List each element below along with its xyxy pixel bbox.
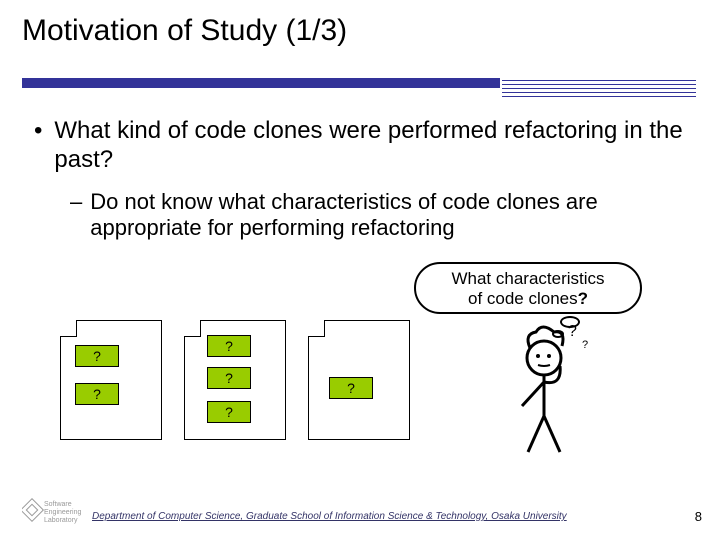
- bullet-level1: • What kind of code clones were performe…: [34, 116, 694, 175]
- title-rule-thin: [502, 92, 696, 93]
- title-rule-thin: [502, 88, 696, 89]
- svg-text:Laboratory: Laboratory: [44, 517, 78, 524]
- thought-bubble: What characteristics of code clones?: [414, 262, 642, 314]
- bullet-l1-text: What kind of code clones were performed …: [54, 116, 694, 175]
- clone-label: ?: [93, 386, 101, 402]
- page-number: 8: [695, 509, 702, 524]
- clone-label: ?: [225, 338, 233, 354]
- title-rule-thin: [502, 80, 696, 81]
- clone-block: ?: [75, 345, 119, 367]
- clone-block: ?: [207, 367, 251, 389]
- clone-label: ?: [93, 348, 101, 364]
- clone-block: ?: [207, 335, 251, 357]
- clone-label: ?: [225, 370, 233, 386]
- bullet-dash-icon: –: [70, 189, 82, 216]
- clone-label: ?: [347, 380, 355, 396]
- title-rule-thick: [22, 78, 500, 88]
- clone-block: ?: [207, 401, 251, 423]
- sel-logo-icon: Software Engineering Laboratory: [22, 494, 84, 526]
- bubble-line2: of code clones: [468, 289, 578, 308]
- clone-block: ?: [75, 383, 119, 405]
- bubble-question-mark: ?: [578, 289, 588, 308]
- clone-block: ?: [329, 377, 373, 399]
- bullet-l2-text: Do not know what characteristics of code…: [90, 189, 694, 243]
- title-rule-thin: [502, 96, 696, 97]
- documents-area: ? ? ? ? ? ?: [60, 320, 410, 440]
- document-icon: ? ?: [60, 320, 162, 440]
- svg-text:?: ?: [582, 339, 588, 351]
- svg-text:Software: Software: [44, 501, 72, 508]
- svg-text:Engineering: Engineering: [44, 509, 81, 516]
- title-rule-thin: [502, 84, 696, 85]
- document-icon: ? ? ?: [184, 320, 286, 440]
- content-area: • What kind of code clones were performe…: [34, 116, 694, 242]
- document-icon: ?: [308, 320, 410, 440]
- slide-title: Motivation of Study (1/3): [0, 0, 720, 56]
- bullet-level2: – Do not know what characteristics of co…: [70, 189, 694, 243]
- clone-label: ?: [225, 404, 233, 420]
- svg-text:?: ?: [568, 323, 577, 340]
- bubble-line1: What characteristics: [451, 269, 604, 288]
- thinking-person-icon: ? ?: [490, 320, 610, 460]
- bullet-dot-icon: •: [34, 116, 42, 145]
- footer-text: Department of Computer Science, Graduate…: [92, 511, 567, 522]
